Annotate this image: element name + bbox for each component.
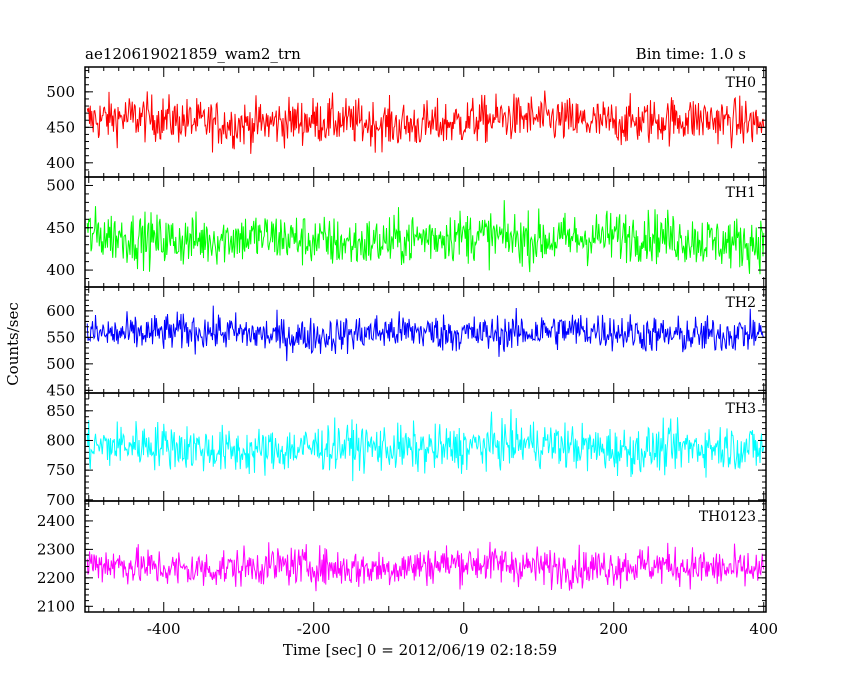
y-tick-label: 500 <box>46 176 75 194</box>
y-tick-label: 2300 <box>37 540 75 558</box>
panel-label-th3: TH3 <box>726 401 756 417</box>
series-line-th0 <box>86 90 765 154</box>
y-tick-label: 600 <box>46 302 75 320</box>
y-tick-label: 700 <box>46 491 75 509</box>
series-line-th2 <box>86 305 765 362</box>
panel-th0: 400 450 500 TH0 <box>46 66 767 178</box>
series-line-th3 <box>86 409 765 482</box>
panel-stack: 400 450 500 TH0 400 450 500 TH1 450 500 550 600 TH2 7… <box>37 66 778 638</box>
series-line-th0123 <box>86 541 765 592</box>
bin-time-label: Bin time: 1.0 s <box>636 45 746 63</box>
x-tick-label: 200 <box>599 620 628 638</box>
y-tick-label: 450 <box>46 381 75 399</box>
y-tick-label: 450 <box>46 118 75 136</box>
chart-title: ae120619021859_wam2_trn <box>85 45 301 63</box>
panel-th2: 450 500 550 600 TH2 <box>46 286 767 399</box>
y-tick-label: 400 <box>46 154 75 172</box>
y-tick-label: 750 <box>46 461 75 479</box>
panel-frame <box>84 500 767 613</box>
y-tick-label: 2100 <box>37 597 75 615</box>
panel-th3: 700 750 800 850 TH3 <box>46 392 767 509</box>
y-tick-label: 500 <box>46 355 75 373</box>
y-axis-label: Counts/sec <box>4 302 22 386</box>
panel-th0123: 2100 2200 2300 2400 TH0123 <box>37 500 767 615</box>
panel-label-th0: TH0 <box>726 75 756 91</box>
y-tick-label: 2200 <box>37 569 75 587</box>
y-tick-label: 450 <box>46 219 75 237</box>
y-tick-label: 850 <box>46 402 75 420</box>
x-tick-label: 400 <box>749 620 778 638</box>
panel-label-th2: TH2 <box>726 295 756 311</box>
y-tick-label: 550 <box>46 328 75 346</box>
x-tick-label: -400 <box>147 620 181 638</box>
y-tick-label: 2400 <box>37 512 75 530</box>
panel-th1: 400 450 500 TH1 <box>46 176 767 288</box>
y-tick-label: 400 <box>46 261 75 279</box>
x-tick-label: 0 <box>459 620 469 638</box>
y-tick-label: 800 <box>46 431 75 449</box>
panel-label-th1: TH1 <box>726 185 756 201</box>
series-line-th1 <box>86 200 765 275</box>
y-tick-label: 500 <box>46 83 75 101</box>
x-tick-label: -200 <box>297 620 331 638</box>
panel-label-th0123: TH0123 <box>699 509 756 525</box>
x-axis-label: Time [sec] 0 = 2012/06/19 02:18:59 <box>283 641 557 659</box>
